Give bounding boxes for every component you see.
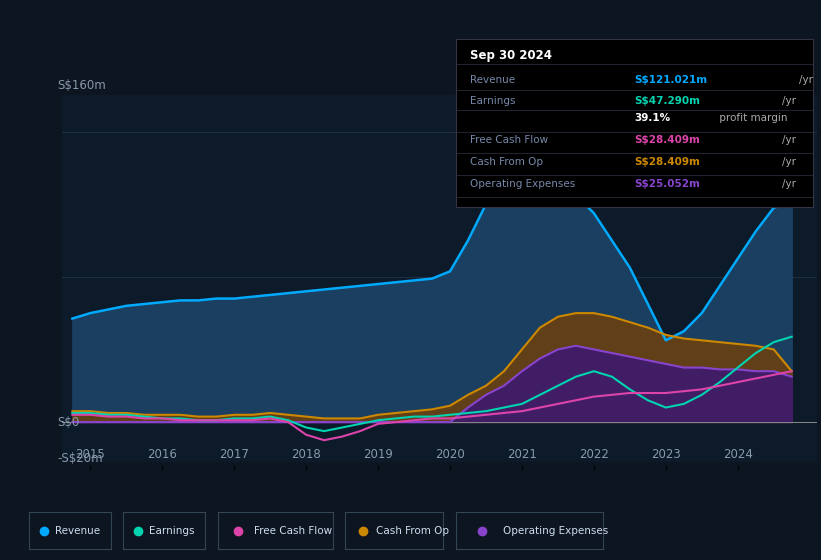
Text: Cash From Op: Cash From Op xyxy=(376,526,449,535)
Text: S$121.021m: S$121.021m xyxy=(635,74,708,85)
Text: 39.1%: 39.1% xyxy=(635,113,671,123)
Text: /yr: /yr xyxy=(782,179,796,189)
Text: S$25.052m: S$25.052m xyxy=(635,179,700,189)
Text: /yr: /yr xyxy=(782,157,796,167)
Text: Revenue: Revenue xyxy=(55,526,100,535)
Text: Revenue: Revenue xyxy=(470,74,515,85)
Text: S$28.409m: S$28.409m xyxy=(635,157,700,167)
Text: Operating Expenses: Operating Expenses xyxy=(470,179,576,189)
Text: profit margin: profit margin xyxy=(717,113,788,123)
Text: S$160m: S$160m xyxy=(57,80,106,92)
Text: /yr: /yr xyxy=(799,74,813,85)
Text: Free Cash Flow: Free Cash Flow xyxy=(255,526,333,535)
Text: S$28.409m: S$28.409m xyxy=(635,135,700,145)
Text: -S$20m: -S$20m xyxy=(57,452,103,465)
Text: S$0: S$0 xyxy=(57,416,80,428)
Text: Cash From Op: Cash From Op xyxy=(470,157,543,167)
Text: Earnings: Earnings xyxy=(149,526,195,535)
Text: Free Cash Flow: Free Cash Flow xyxy=(470,135,548,145)
Text: Earnings: Earnings xyxy=(470,96,516,106)
Text: S$47.290m: S$47.290m xyxy=(635,96,700,106)
Text: Operating Expenses: Operating Expenses xyxy=(503,526,608,535)
Text: /yr: /yr xyxy=(782,135,796,145)
Text: /yr: /yr xyxy=(782,96,796,106)
Text: Sep 30 2024: Sep 30 2024 xyxy=(470,49,552,62)
